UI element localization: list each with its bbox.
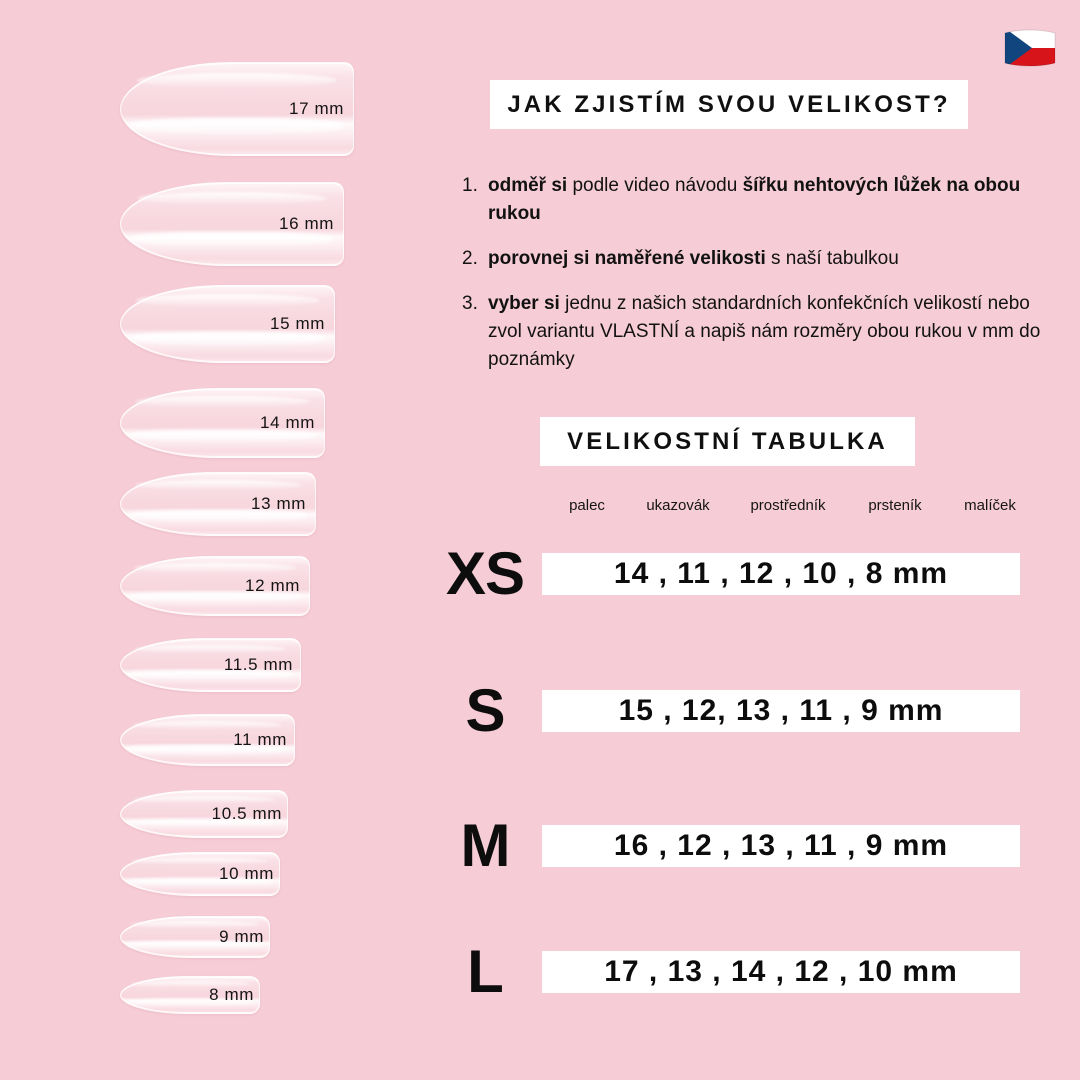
finger-header-prstenk: prsteník xyxy=(868,497,922,514)
instruction-step-number: 3. xyxy=(462,293,478,314)
size-values-s: 15 , 12, 13 , 11 , 9 mm xyxy=(618,694,944,727)
nail-tip-ladder: 17 mm 16 mm 15 mm 14 mm 13 mm 12 mm 11.5 mm 11 … xyxy=(0,0,400,1080)
instruction-step-fragment: porovnej si naměřené velikosti xyxy=(488,248,771,269)
finger-header-ukazovk: ukazovák xyxy=(646,497,710,514)
instruction-step-3: 3. vyber si jednu z našich standardních k… xyxy=(462,290,1052,374)
nail-tip-11mm: 11 mm xyxy=(120,714,295,766)
size-values-l-banner: 17 , 13 , 14 , 12 , 10 mm xyxy=(542,951,1020,993)
nail-tip-9mm: 9 mm xyxy=(120,916,270,958)
nail-tip-gloss-top xyxy=(135,294,320,307)
size-letter-s: S xyxy=(465,677,505,744)
headline-banner: JAK ZJISTÍM SVOU VELIKOST? xyxy=(490,80,968,129)
nail-tip-label: 11 mm xyxy=(233,730,287,749)
nail-tip-label: 10.5 mm xyxy=(211,804,282,823)
instruction-step-fragment: jednu z našich standardních konfekčních … xyxy=(488,293,1041,370)
finger-column-headers: palec ukazovák prostředník prsteník malíček xyxy=(548,497,1058,514)
size-values-xs-banner: 14 , 11 , 12 , 10 , 8 mm xyxy=(542,553,1020,595)
finger-header-palec: palec xyxy=(569,497,605,514)
size-row-l: L 17 , 13 , 14 , 12 , 10 mm xyxy=(430,938,1080,1005)
size-values-m-banner: 16 , 12 , 13 , 11 , 9 mm xyxy=(542,825,1020,867)
nail-tip-10-5mm: 10.5 mm xyxy=(120,790,288,838)
instruction-step-1: 1. odměř si podle video návodu šířku neht… xyxy=(462,172,1052,228)
size-values-l: 17 , 13 , 14 , 12 , 10 mm xyxy=(604,955,958,988)
instruction-step-2: 2. porovnej si naměřené velikosti s naší … xyxy=(462,245,1052,273)
page-title: JAK ZJISTÍM SVOU VELIKOST? xyxy=(507,90,951,118)
nail-tip-gloss-bottom xyxy=(130,118,344,134)
nail-tip-17mm: 17 mm xyxy=(120,62,354,156)
size-letter-m: M xyxy=(460,812,511,879)
nail-tip-label: 14 mm xyxy=(260,413,315,432)
size-row-xs: XS 14 , 11 , 12 , 10 , 8 mm xyxy=(430,540,1080,607)
instruction-step-fragment: odměř si xyxy=(488,175,573,196)
size-values-s-banner: 15 , 12, 13 , 11 , 9 mm xyxy=(542,690,1020,732)
size-letter-l: L xyxy=(467,938,504,1005)
nail-tip-label: 10 mm xyxy=(219,864,274,883)
nail-tip-label: 16 mm xyxy=(279,214,334,233)
size-table-title: VELIKOSTNÍ TABULKA xyxy=(567,427,888,455)
size-values-m: 16 , 12 , 13 , 11 , 9 mm xyxy=(613,829,949,862)
instructions-list: 1. odměř si podle video návodu šířku neht… xyxy=(462,172,1052,391)
nail-tip-8mm: 8 mm xyxy=(120,976,260,1014)
size-row-m: M 16 , 12 , 13 , 11 , 9 mm xyxy=(430,812,1080,879)
nail-tip-gloss-top xyxy=(132,796,276,804)
nail-tip-15mm: 15 mm xyxy=(120,285,335,363)
nail-tip-11-5mm: 11.5 mm xyxy=(120,638,301,692)
nail-tip-gloss-top xyxy=(134,563,296,573)
size-values-xs: 14 , 11 , 12 , 10 , 8 mm xyxy=(613,557,949,590)
nail-tip-gloss-top xyxy=(134,479,302,490)
nail-tip-gloss-top xyxy=(133,720,282,729)
nail-tip-gloss-top xyxy=(136,192,328,206)
instruction-step-text: porovnej si naměřené velikosti s naší ta… xyxy=(488,245,1052,273)
instruction-step-text: vyber si jednu z našich standardních kon… xyxy=(488,290,1052,374)
nail-tip-label: 13 mm xyxy=(251,494,306,513)
nail-tip-gloss-bottom xyxy=(129,232,335,247)
instruction-step-fragment: vyber si xyxy=(488,293,566,314)
instruction-step-number: 2. xyxy=(462,248,478,269)
instruction-step-fragment: podle video návodu xyxy=(572,175,743,196)
instruction-step-fragment: šířku nehtových lůžek na obou rukou xyxy=(488,175,1021,224)
nail-tip-label: 15 mm xyxy=(270,314,325,333)
size-letter-xs: XS xyxy=(445,540,525,607)
size-table-banner: VELIKOSTNÍ TABULKA xyxy=(540,417,915,466)
nail-tip-16mm: 16 mm xyxy=(120,182,344,266)
instruction-step-fragment: s naší tabulkou xyxy=(771,248,899,269)
nail-tip-gloss-top xyxy=(133,644,288,654)
nail-tip-label: 11.5 mm xyxy=(223,655,293,674)
nail-tip-13mm: 13 mm xyxy=(120,472,316,536)
nail-tip-label: 12 mm xyxy=(245,576,300,595)
czech-republic-flag-icon xyxy=(1002,26,1058,70)
size-row-s: S 15 , 12, 13 , 11 , 9 mm xyxy=(430,677,1080,744)
nail-tip-10mm: 10 mm xyxy=(120,852,280,896)
nail-tip-12mm: 12 mm xyxy=(120,556,310,616)
nail-tip-gloss-top xyxy=(135,396,310,408)
nail-tip-gloss-top xyxy=(137,73,337,88)
nail-tip-label: 9 mm xyxy=(219,927,264,946)
nail-tip-label: 8 mm xyxy=(209,985,254,1004)
instruction-step-number: 1. xyxy=(462,175,478,196)
finger-header-prostednk: prostředník xyxy=(750,497,826,514)
nail-tip-14mm: 14 mm xyxy=(120,388,325,458)
finger-header-malek: malíček xyxy=(964,497,1016,514)
instruction-step-text: odměř si podle video návodu šířku nehtov… xyxy=(488,172,1052,228)
right-content-column: JAK ZJISTÍM SVOU VELIKOST? 1. odměř si po… xyxy=(430,0,1080,1080)
nail-tip-label: 17 mm xyxy=(289,99,344,118)
